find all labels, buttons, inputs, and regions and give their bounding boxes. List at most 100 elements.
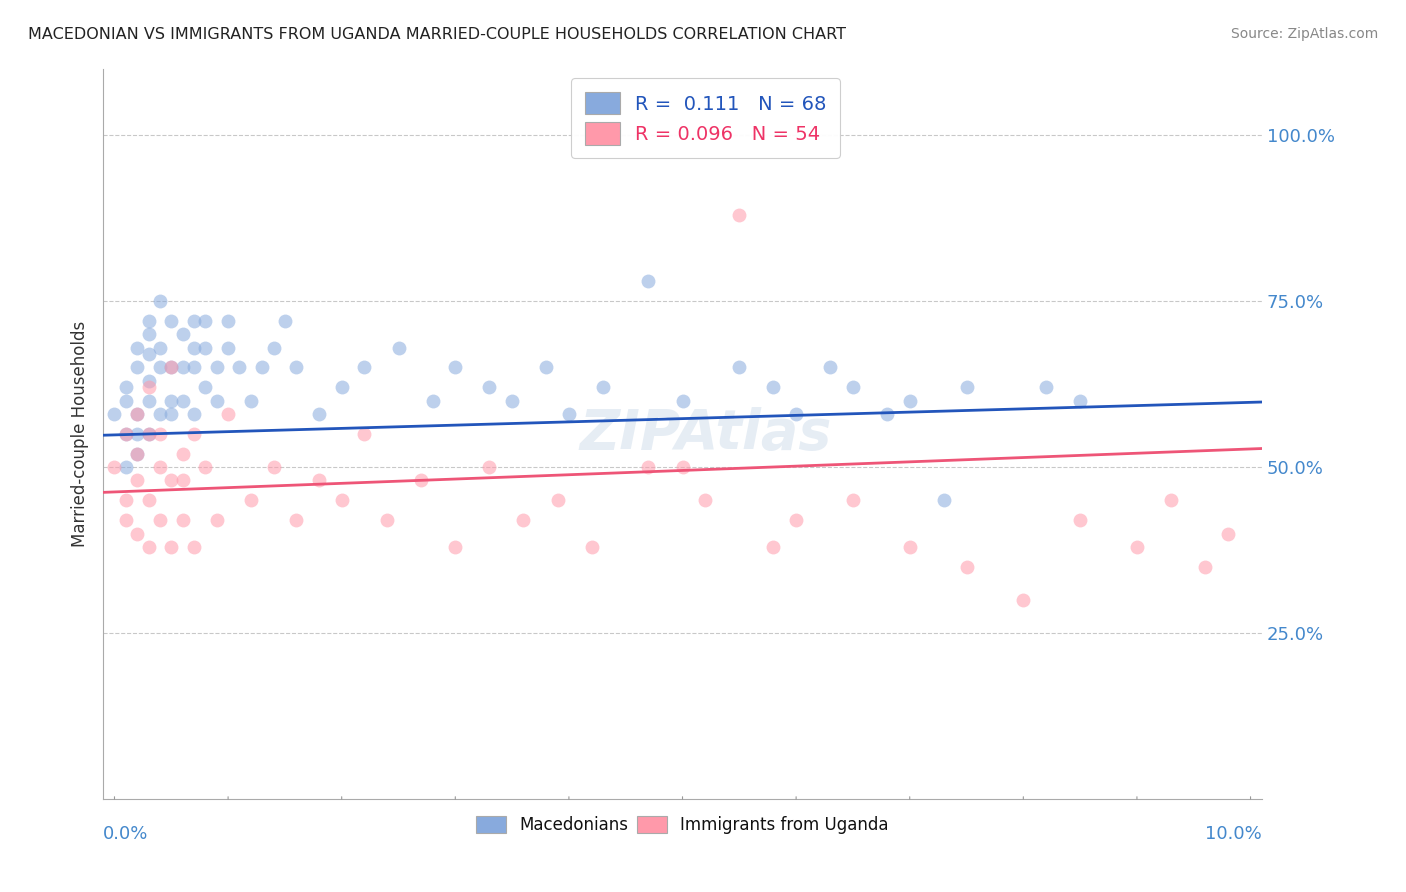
Point [115, 380, 138, 394]
Point [558, 407, 581, 421]
Point [1160, 493, 1182, 508]
Point [955, 380, 977, 394]
Point [149, 341, 172, 355]
Point [274, 314, 297, 328]
Point [183, 341, 205, 355]
Point [149, 426, 172, 441]
Text: MACEDONIAN VS IMMIGRANTS FROM UGANDA MARRIED-COUPLE HOUSEHOLDS CORRELATION CHART: MACEDONIAN VS IMMIGRANTS FROM UGANDA MAR… [28, 27, 846, 42]
Point [353, 360, 375, 375]
Point [138, 493, 160, 508]
Point [512, 513, 534, 527]
Point [194, 314, 217, 328]
Point [444, 540, 467, 554]
Point [149, 460, 172, 475]
Point [217, 341, 239, 355]
Point [127, 526, 149, 541]
Point [138, 426, 160, 441]
Point [183, 314, 205, 328]
Point [228, 360, 250, 375]
Point [728, 360, 751, 375]
Point [115, 493, 138, 508]
Point [263, 341, 285, 355]
Point [842, 493, 865, 508]
Point [183, 540, 205, 554]
Point [149, 360, 172, 375]
Point [637, 460, 659, 475]
Point [115, 426, 138, 441]
Point [387, 341, 409, 355]
Point [762, 540, 785, 554]
Point [138, 374, 160, 388]
Point [250, 360, 273, 375]
Point [547, 493, 569, 508]
Point [728, 208, 751, 222]
Point [239, 493, 262, 508]
Point [1035, 380, 1057, 394]
Point [955, 559, 977, 574]
Point [762, 380, 785, 394]
Point [138, 380, 160, 394]
Point [127, 341, 149, 355]
Point [671, 393, 693, 408]
Point [581, 540, 603, 554]
Point [534, 360, 557, 375]
Point [138, 540, 160, 554]
Point [308, 474, 330, 488]
Point [127, 447, 149, 461]
Point [138, 426, 160, 441]
Point [1069, 513, 1091, 527]
Point [932, 493, 955, 508]
Point [160, 360, 183, 375]
Text: 10.0%: 10.0% [1205, 825, 1263, 843]
Text: Source: ZipAtlas.com: Source: ZipAtlas.com [1230, 27, 1378, 41]
Point [172, 474, 194, 488]
Point [205, 513, 228, 527]
Point [1216, 526, 1239, 541]
Point [183, 360, 205, 375]
Point [1194, 559, 1216, 574]
Point [217, 314, 239, 328]
Point [127, 407, 149, 421]
Point [103, 407, 125, 421]
Point [308, 407, 330, 421]
Point [172, 513, 194, 527]
Point [205, 393, 228, 408]
Point [411, 474, 433, 488]
Text: ZIPAtlas: ZIPAtlas [579, 407, 832, 461]
Point [1069, 393, 1091, 408]
Point [217, 407, 239, 421]
Point [285, 360, 308, 375]
Point [127, 474, 149, 488]
Point [160, 407, 183, 421]
Point [1126, 540, 1149, 554]
Point [1012, 593, 1035, 607]
Point [149, 407, 172, 421]
Point [898, 393, 921, 408]
Point [172, 360, 194, 375]
Point [172, 327, 194, 342]
Point [478, 380, 501, 394]
Point [239, 393, 262, 408]
Point [127, 426, 149, 441]
Point [330, 380, 353, 394]
Point [127, 360, 149, 375]
Point [183, 426, 205, 441]
Point [818, 360, 841, 375]
Point [876, 407, 898, 421]
Point [194, 460, 217, 475]
Point [115, 426, 138, 441]
Point [115, 393, 138, 408]
Point [115, 460, 138, 475]
Point [172, 393, 194, 408]
Point [285, 513, 308, 527]
Point [149, 293, 172, 308]
Point [138, 393, 160, 408]
Point [103, 460, 125, 475]
Y-axis label: Married-couple Households: Married-couple Households [72, 321, 89, 547]
Point [160, 474, 183, 488]
Point [172, 447, 194, 461]
Point [375, 513, 398, 527]
Legend: Macedonians, Immigrants from Uganda: Macedonians, Immigrants from Uganda [468, 807, 897, 842]
Point [478, 460, 501, 475]
Point [637, 274, 659, 288]
